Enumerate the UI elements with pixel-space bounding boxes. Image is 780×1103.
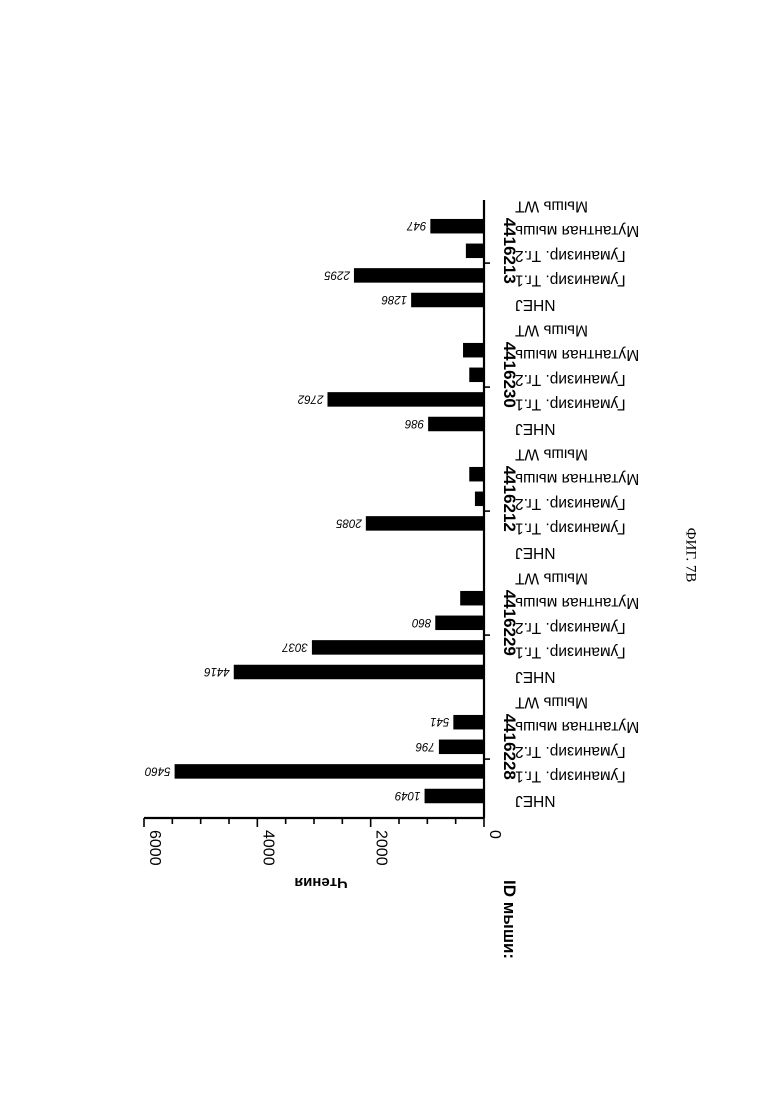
mouse-id-row-label: ID мыши: (500, 880, 519, 959)
bar-4416229-4 (460, 591, 484, 606)
category-label: Мышь WT (514, 570, 587, 587)
category-label: Мышь WT (514, 694, 587, 711)
bar-4416212-2 (366, 516, 484, 531)
bar-4416228-1 (425, 789, 484, 804)
category-label: Гуманизир. Тг.2 (515, 247, 626, 264)
bar-4416230-4 (463, 343, 484, 358)
bar-4416229-3 (435, 616, 484, 631)
category-label: Гуманизир. Тг.1 (515, 395, 626, 412)
category-label: Гуманизир. Тг.1 (515, 643, 626, 660)
group-id-label: 4416229 (500, 590, 519, 656)
category-label: NHEJ (515, 296, 555, 313)
bar-4416228-3 (439, 740, 484, 755)
category-label: NHEJ (515, 420, 555, 437)
category-label: Мутантная мышь (515, 222, 639, 239)
chart-labels: 0 2000 4000 6000 Чтения ID мыши: 1049 NHEJ 5460 Г… (144, 198, 639, 960)
group-id-label: 4416213 (500, 218, 519, 284)
category-label: NHEJ (515, 792, 555, 809)
bar-value-label: 860 (411, 616, 431, 628)
group-id-label: 4416230 (500, 342, 519, 408)
figure-caption-text: ФИГ. 7В (682, 528, 699, 583)
bar-value-label: 947 (407, 219, 427, 231)
category-label: Мышь WT (514, 446, 587, 463)
group-id-label: 4416228 (500, 714, 519, 780)
bar-4416212-4 (469, 467, 484, 482)
bar-value-label: 4416 (204, 665, 230, 677)
category-label: Мутантная мышь (515, 594, 639, 611)
category-label: Мышь WT (514, 198, 587, 215)
category-label: Гуманизир. Тг.2 (515, 495, 626, 512)
bar-value-label: 796 (415, 740, 435, 752)
bar-4416213-1 (411, 293, 484, 308)
category-label: Гуманизир. Тг.2 (515, 619, 626, 636)
bar-4416230-3 (469, 368, 484, 383)
bar-value-label: 541 (430, 715, 449, 727)
group-id-label: 4416212 (500, 466, 519, 532)
bar-4416213-4 (430, 219, 484, 234)
value-tick-label: 6000 (146, 830, 163, 866)
category-label: Гуманизир. Тг.1 (515, 271, 626, 288)
category-label: Мутантная мышь (515, 470, 639, 487)
bar-value-label: 5460 (144, 764, 170, 776)
category-label: Гуманизир. Тг.2 (515, 371, 626, 388)
bar-value-label: 1286 (381, 293, 407, 305)
bar-4416212-3 (475, 492, 484, 507)
bar-4416213-2 (354, 268, 484, 283)
bar-value-label: 3037 (282, 640, 308, 652)
category-label: Гуманизир. Тг.2 (515, 743, 626, 760)
value-axis-title: Чтения (294, 874, 347, 891)
bar-value-label: 2762 (297, 392, 324, 404)
category-label: NHEJ (515, 668, 555, 685)
category-label: Мутантная мышь (515, 718, 639, 735)
bar-4416213-3 (466, 244, 484, 258)
value-tick-label: 2000 (373, 830, 390, 866)
category-label: Мутантная мышь (515, 346, 639, 363)
bar-value-label: 2085 (336, 516, 363, 528)
bar-4416228-2 (175, 764, 484, 779)
category-label: Мышь WT (514, 322, 587, 339)
bar-value-label: 1049 (394, 789, 420, 801)
value-tick-label: 0 (486, 830, 503, 839)
bar-4416230-2 (327, 392, 484, 407)
bar-value-label: 2295 (324, 268, 351, 280)
category-label: Гуманизир. Тг.1 (515, 519, 626, 536)
figure-caption: ФИГ. 7В (678, 510, 702, 600)
bar-4416229-1 (234, 665, 484, 680)
bar-4416230-1 (428, 417, 484, 432)
value-tick-label: 4000 (259, 830, 276, 866)
bar-value-label: 986 (404, 417, 424, 429)
category-label: NHEJ (515, 544, 555, 561)
bar-4416229-2 (312, 640, 484, 655)
category-label: Гуманизир. Тг.1 (515, 767, 626, 784)
bar-4416228-4 (453, 715, 484, 730)
